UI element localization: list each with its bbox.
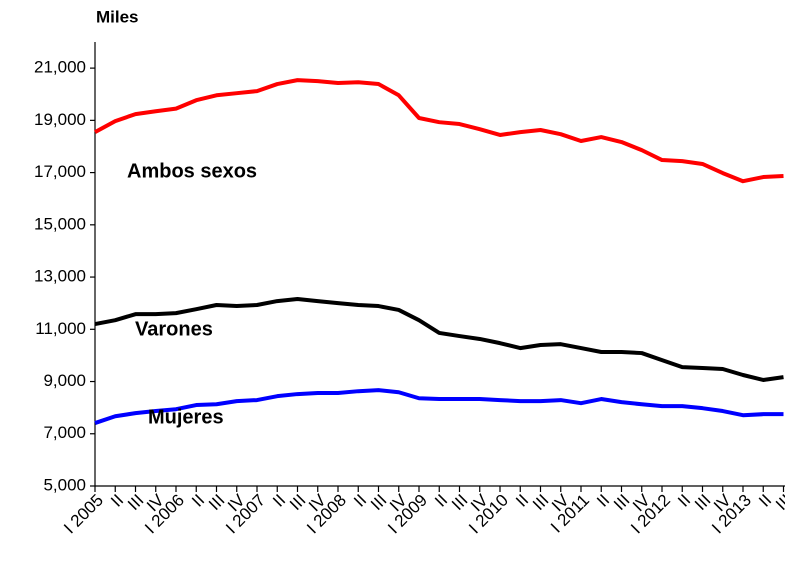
series-label: Mujeres: [148, 406, 224, 428]
x-tick-label: III: [772, 491, 785, 514]
y-tick-label: 21,000: [34, 58, 86, 77]
y-tick-label: 9,000: [43, 371, 86, 390]
y-tick-label: 17,000: [34, 162, 86, 181]
series-line: [94, 78, 784, 184]
series-label: Ambos sexos: [127, 160, 257, 182]
y-tick-label: 19,000: [34, 110, 86, 129]
series-line: [94, 388, 784, 425]
y-axis-label: Miles: [96, 7, 139, 26]
y-tick-label: 11,000: [35, 319, 86, 338]
y-tick-label: 7,000: [43, 423, 86, 442]
x-tick-label: I 2005: [60, 491, 107, 538]
series-line: [94, 296, 784, 382]
y-tick-label: 13,000: [34, 267, 86, 286]
series-label: Varones: [135, 318, 213, 340]
y-tick-label: 5,000: [43, 475, 86, 494]
y-tick-label: 15,000: [34, 214, 86, 233]
